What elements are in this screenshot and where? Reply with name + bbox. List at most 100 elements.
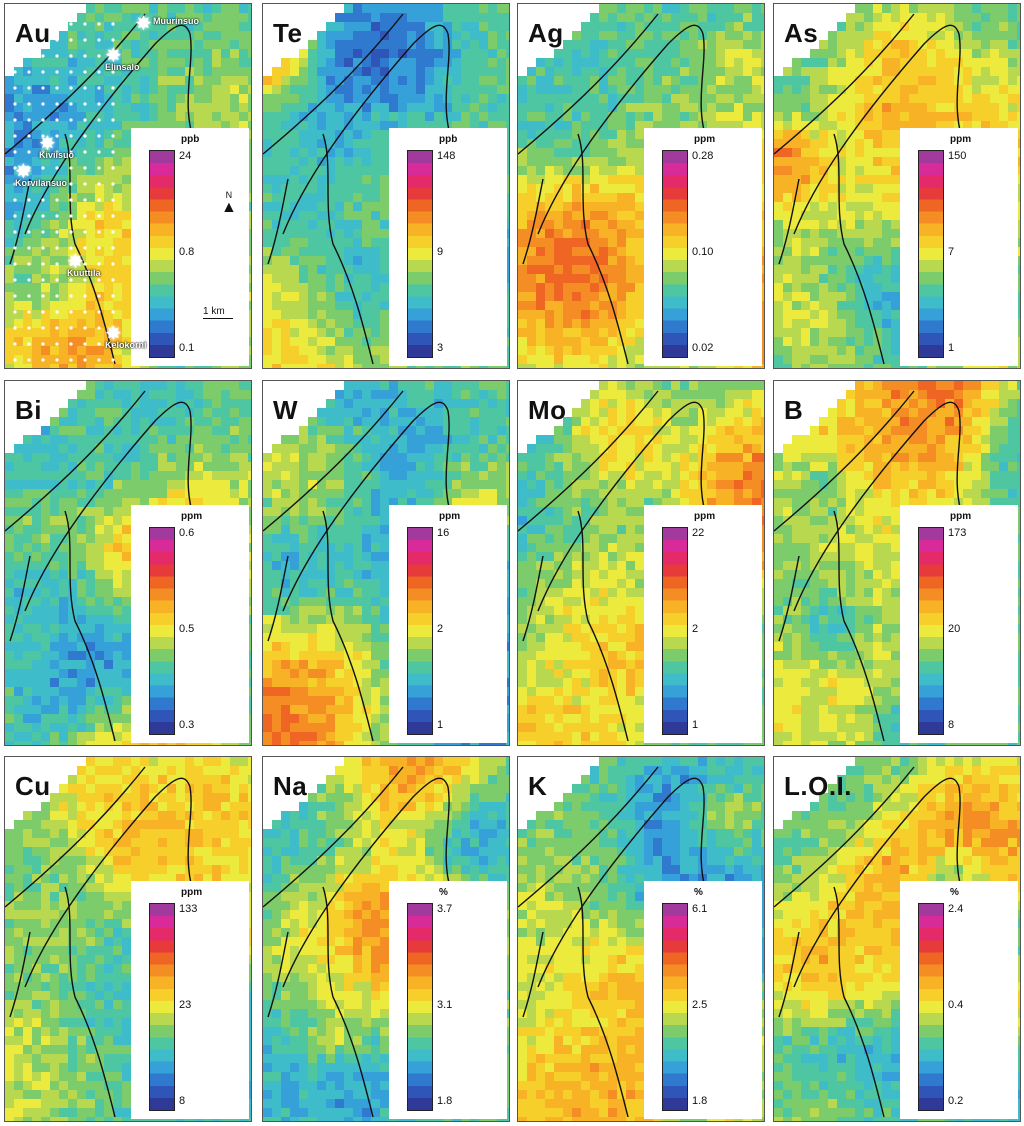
sample-point — [111, 230, 115, 234]
sample-point — [83, 182, 87, 186]
fault-line — [263, 766, 404, 908]
legend-unit: % — [439, 887, 448, 898]
sample-point — [41, 358, 45, 362]
fault-line — [518, 13, 659, 155]
sample-point — [111, 102, 115, 106]
sample-point — [41, 102, 45, 106]
map-panel-mo: Mo ppm 22 2 1 — [517, 380, 765, 746]
sample-point — [69, 22, 73, 26]
sample-point — [83, 134, 87, 138]
sample-point — [97, 358, 101, 362]
sample-point — [13, 150, 17, 154]
sample-point — [55, 214, 59, 218]
sample-point — [27, 230, 31, 234]
sample-point — [41, 246, 45, 250]
sample-point — [97, 342, 101, 346]
map-panel-as: As ppm 150 7 1 — [773, 3, 1021, 369]
site-star-icon: ✸ — [105, 323, 122, 345]
sample-point — [83, 214, 87, 218]
sample-point — [83, 310, 87, 314]
legend-tick-mid: 0.10 — [692, 246, 714, 258]
legend-unit: % — [950, 887, 959, 898]
fault-line — [322, 510, 374, 742]
sample-point — [69, 70, 73, 74]
sample-point — [13, 102, 17, 106]
sample-point — [83, 22, 87, 26]
legend-tick-min: 1 — [692, 719, 699, 731]
site-label: Muurinsuo — [153, 16, 199, 26]
sample-point — [97, 102, 101, 106]
sample-point — [83, 150, 87, 154]
sample-point — [41, 310, 45, 314]
legend-unit: ppb — [181, 134, 200, 145]
element-label: B — [784, 395, 804, 425]
fault-line — [263, 390, 404, 532]
legend-tick-mid: 0.8 — [179, 246, 195, 258]
sample-point — [55, 166, 59, 170]
sample-point — [111, 342, 115, 346]
sample-point — [83, 38, 87, 42]
legend-tick-mid: 0.4 — [948, 999, 964, 1011]
sample-point — [69, 150, 73, 154]
legend-tick-mid: 3.1 — [437, 999, 453, 1011]
sample-point — [27, 214, 31, 218]
sample-point — [83, 246, 87, 250]
sample-point — [27, 310, 31, 314]
fault-line — [833, 886, 885, 1118]
legend-unit: ppm — [439, 511, 461, 522]
legend-tick-min: 0.2 — [948, 1095, 964, 1107]
color-scale-bar — [149, 150, 175, 358]
fault-line — [522, 555, 544, 642]
color-scale-bar — [918, 527, 944, 735]
fault-line — [267, 178, 289, 265]
sample-point — [69, 166, 73, 170]
map-panel-k: K% 6.1 2.5 1.8 — [517, 756, 765, 1122]
sample-point — [69, 294, 73, 298]
sample-point — [13, 86, 17, 90]
sample-point — [27, 70, 31, 74]
fault-line — [9, 178, 31, 265]
sample-point — [83, 118, 87, 122]
legend-tick-mid: 23 — [179, 999, 192, 1011]
sample-point — [55, 86, 59, 90]
sample-point — [55, 342, 59, 346]
color-scale-bar — [407, 903, 433, 1111]
legend-tick-max: 2.4 — [948, 903, 964, 915]
element-label: Na — [273, 771, 308, 801]
legend-box: ppm 150 7 1 — [900, 128, 1018, 366]
sample-point — [13, 182, 17, 186]
sample-point — [97, 150, 101, 154]
sample-point — [41, 70, 45, 74]
fault-line — [267, 931, 289, 1018]
sample-point — [97, 310, 101, 314]
legend-tick-min: 0.02 — [692, 342, 714, 354]
legend-tick-max: 16 — [437, 527, 450, 539]
legend-tick-max: 0.28 — [692, 150, 714, 162]
sample-point — [97, 198, 101, 202]
sample-point — [69, 262, 73, 266]
sample-point — [41, 38, 45, 42]
map-panel-cu: Cu ppm 133 23 8 — [4, 756, 252, 1122]
site-label: Korvilansuo — [15, 178, 68, 188]
sample-point — [69, 278, 73, 282]
legend-tick-mid: 20 — [948, 623, 961, 635]
legend-box: % 2.4 0.4 0.2 — [900, 881, 1018, 1119]
legend-unit: % — [694, 887, 703, 898]
sample-point — [55, 198, 59, 202]
site-label: Elinsalo — [105, 62, 140, 72]
legend-box: ppm 22 2 1 — [644, 505, 762, 743]
legend-tick-max: 22 — [692, 527, 705, 539]
legend-box: ppm 173 20 8 — [900, 505, 1018, 743]
fault-line — [518, 390, 659, 532]
site-label: Kuuttila — [67, 268, 101, 278]
map-panel-te: Te ppb 148 9 3 — [262, 3, 510, 369]
legend-tick-min: 8 — [948, 719, 955, 731]
sample-point — [13, 326, 17, 330]
sample-point — [13, 262, 17, 266]
sample-point — [111, 294, 115, 298]
legend-unit: ppm — [694, 134, 716, 145]
fault-line — [5, 766, 146, 908]
legend-box: ppb 24 0.8 0.1 N ▲ 1 km — [131, 128, 249, 366]
